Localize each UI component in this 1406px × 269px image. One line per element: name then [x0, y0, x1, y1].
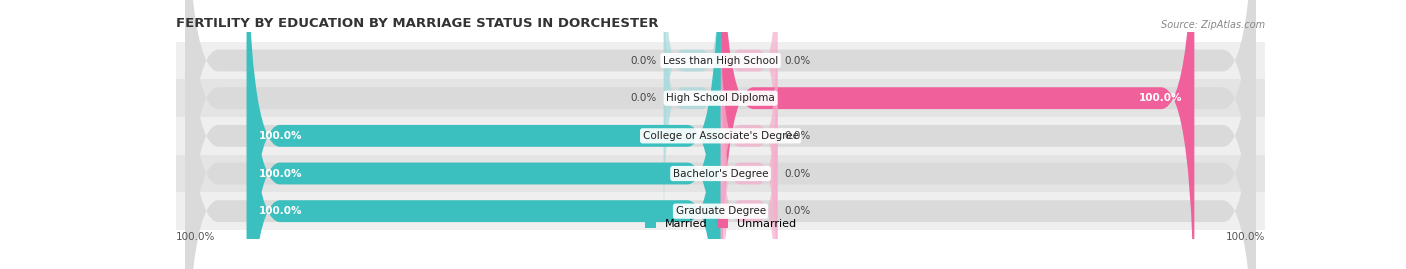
FancyBboxPatch shape	[721, 0, 1194, 269]
FancyBboxPatch shape	[721, 0, 778, 269]
Text: 100.0%: 100.0%	[259, 206, 302, 216]
Text: Bachelor's Degree: Bachelor's Degree	[673, 168, 768, 179]
Text: 0.0%: 0.0%	[785, 206, 811, 216]
Text: Source: ZipAtlas.com: Source: ZipAtlas.com	[1161, 20, 1265, 30]
FancyBboxPatch shape	[186, 0, 1256, 269]
FancyBboxPatch shape	[186, 0, 1256, 269]
FancyBboxPatch shape	[721, 0, 778, 200]
FancyBboxPatch shape	[664, 0, 721, 238]
FancyBboxPatch shape	[721, 34, 778, 269]
FancyBboxPatch shape	[247, 0, 721, 269]
Text: High School Diploma: High School Diploma	[666, 93, 775, 103]
Text: 100.0%: 100.0%	[176, 232, 215, 242]
Text: 100.0%: 100.0%	[1226, 232, 1265, 242]
Text: 0.0%: 0.0%	[630, 93, 657, 103]
Text: 0.0%: 0.0%	[785, 168, 811, 179]
Text: College or Associate's Degree: College or Associate's Degree	[643, 131, 799, 141]
Text: 0.0%: 0.0%	[785, 131, 811, 141]
Text: 0.0%: 0.0%	[785, 55, 811, 66]
FancyBboxPatch shape	[186, 0, 1256, 269]
Text: FERTILITY BY EDUCATION BY MARRIAGE STATUS IN DORCHESTER: FERTILITY BY EDUCATION BY MARRIAGE STATU…	[176, 17, 658, 30]
Bar	[176, 117, 1265, 155]
Bar	[176, 42, 1265, 79]
Text: Less than High School: Less than High School	[664, 55, 778, 66]
Bar	[176, 155, 1265, 192]
Legend: Married, Unmarried: Married, Unmarried	[641, 215, 800, 234]
Text: 100.0%: 100.0%	[1139, 93, 1182, 103]
Bar	[176, 192, 1265, 230]
FancyBboxPatch shape	[721, 72, 778, 269]
Bar	[176, 79, 1265, 117]
FancyBboxPatch shape	[247, 0, 721, 269]
Text: 0.0%: 0.0%	[630, 55, 657, 66]
Text: 100.0%: 100.0%	[259, 131, 302, 141]
Text: 100.0%: 100.0%	[259, 168, 302, 179]
FancyBboxPatch shape	[186, 0, 1256, 269]
FancyBboxPatch shape	[664, 0, 721, 200]
FancyBboxPatch shape	[247, 0, 721, 269]
FancyBboxPatch shape	[186, 0, 1256, 269]
Text: Graduate Degree: Graduate Degree	[675, 206, 766, 216]
